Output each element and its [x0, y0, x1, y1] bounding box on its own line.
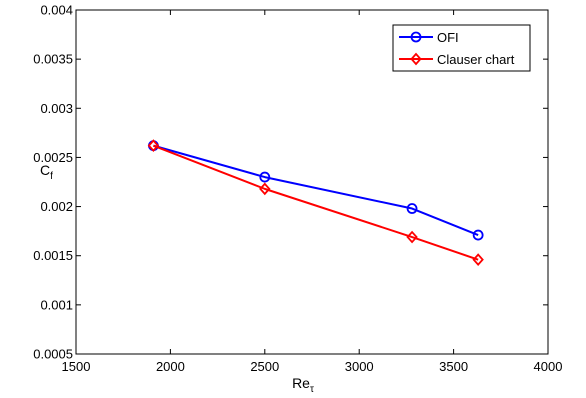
x-axis-label: Reτ — [292, 375, 314, 395]
y-tick-label: 0.0005 — [33, 347, 73, 362]
x-tick-label: 3500 — [439, 359, 468, 374]
data-point-diamond — [147, 139, 160, 152]
series-line-2 — [153, 144, 479, 261]
y-tick-label: 0.002 — [40, 199, 73, 214]
data-point-circle — [259, 171, 271, 183]
y-axis-label-subscript: f — [50, 171, 53, 182]
data-point-diamond — [406, 230, 418, 244]
x-tick-label: 4000 — [534, 359, 563, 374]
x-axis-label-subscript: τ — [310, 384, 314, 395]
x-axis-label-main: Re — [292, 375, 310, 391]
y-tick-label: 0.0035 — [33, 52, 73, 67]
y-tick-label: 0.0015 — [33, 248, 73, 263]
x-tick-label: 2500 — [250, 359, 279, 374]
y-tick-label: 0.004 — [40, 3, 73, 18]
y-axis-label: Cf — [40, 162, 53, 182]
x-tick-label: 3000 — [345, 359, 374, 374]
legend-ofi-label: OFI — [437, 30, 459, 45]
y-tick-label: 0.001 — [40, 297, 73, 312]
y-axis-label-main: C — [40, 162, 50, 178]
x-tick-label: 1500 — [62, 359, 91, 374]
x-tick-label: 2000 — [156, 359, 185, 374]
legend-clauser-label: Clauser chart — [437, 52, 515, 67]
legend-ofi-marker — [410, 31, 422, 43]
data-point-diamond — [472, 253, 484, 266]
data-point-circle — [472, 229, 484, 241]
x-axis-ticks: 1500 2000 2500 3000 3500 4000 — [62, 10, 563, 374]
data-point-circle — [406, 203, 418, 214]
legend: OFI Clauser chart — [392, 24, 531, 72]
series-layer — [147, 139, 484, 266]
data-point-diamond — [259, 182, 271, 196]
y-tick-label: 0.0025 — [33, 150, 73, 165]
y-axis-ticks: 0.0005 0.001 0.0015 0.002 0.0025 0.003 0.0035 0… — [33, 3, 548, 362]
series-line-1 — [153, 144, 479, 237]
y-tick-label: 0.003 — [40, 101, 73, 116]
legend-clauser-marker — [410, 52, 422, 66]
